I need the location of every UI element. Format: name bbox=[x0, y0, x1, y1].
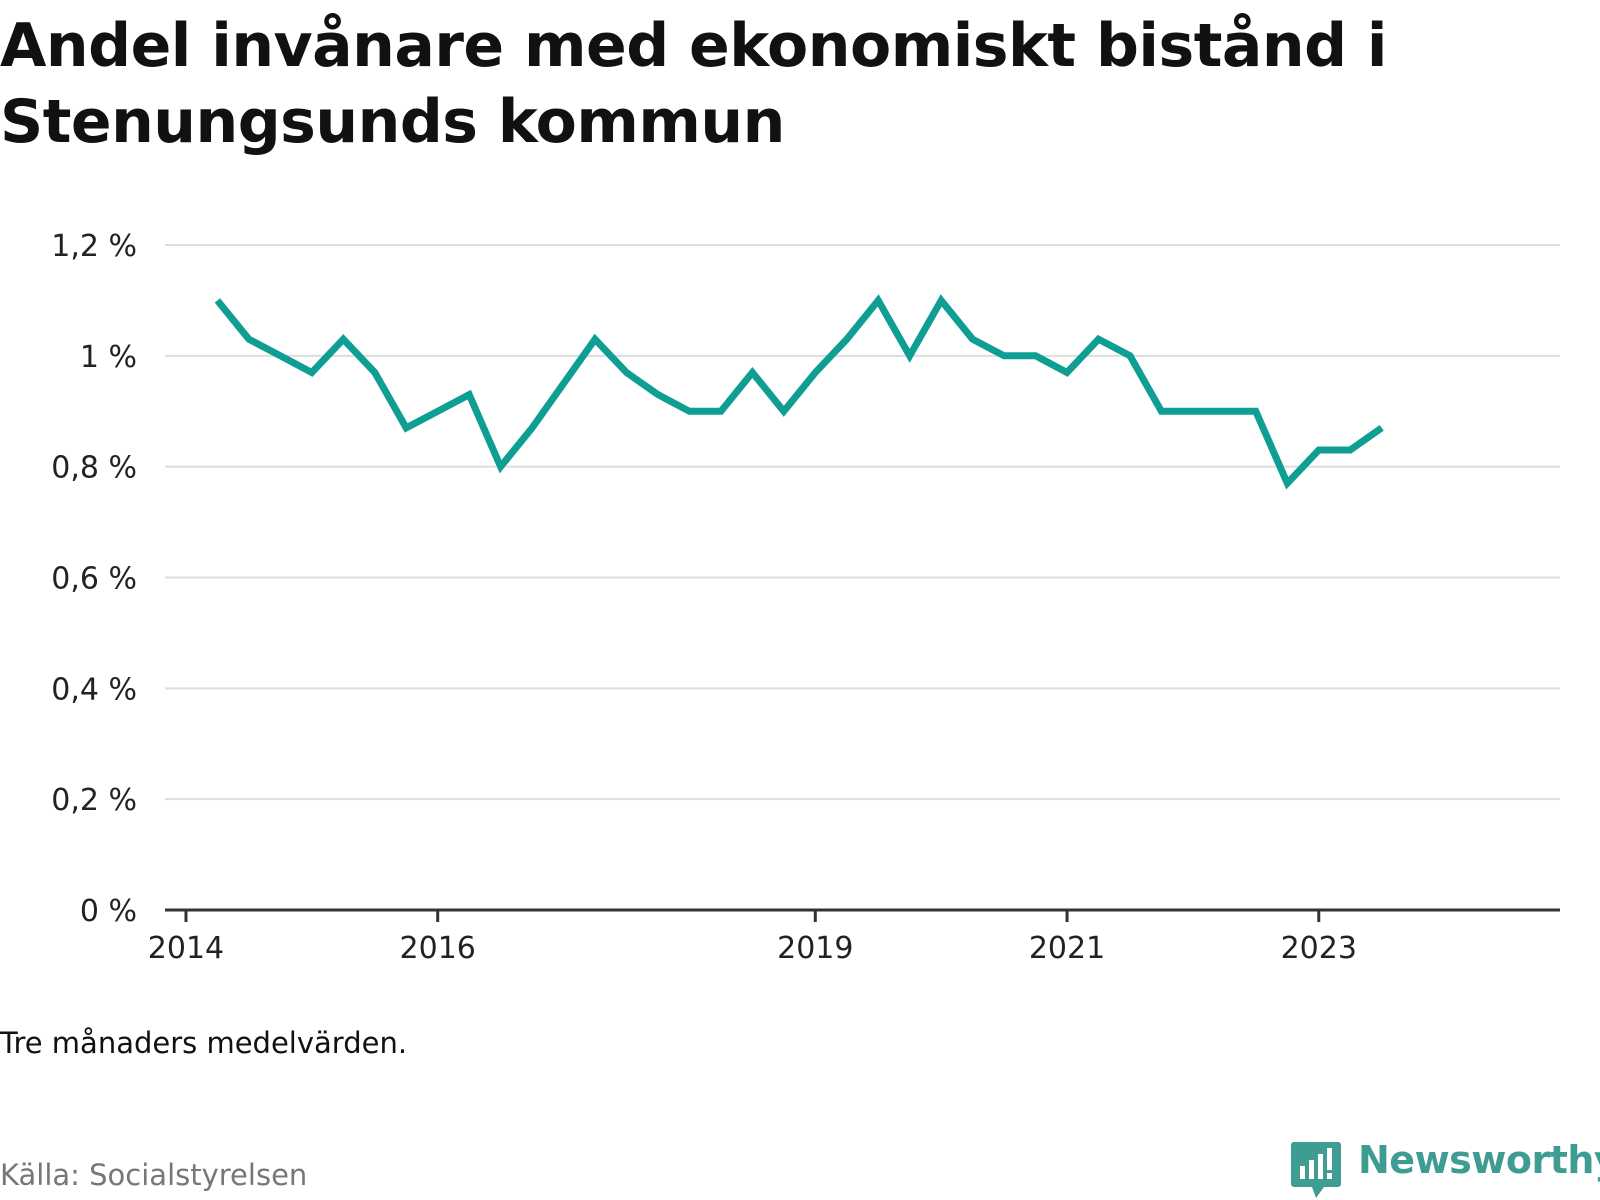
bar-chart-speech-bubble-icon bbox=[1291, 1142, 1341, 1198]
series-line bbox=[214, 294, 1384, 490]
y-tick-label: 1,2 % bbox=[51, 229, 137, 264]
x-axis: 2014 2016 2019 2021 2023 bbox=[148, 908, 1560, 966]
y-axis-labels: 0 % 0,2 % 0,4 % 0,6 % 0,8 % 1 % 1,2 % bbox=[51, 229, 137, 929]
x-tick-label: 2016 bbox=[400, 931, 476, 966]
series-line-layer bbox=[214, 294, 1384, 490]
y-tick-label: 1 % bbox=[80, 340, 137, 375]
x-tick-label: 2021 bbox=[1029, 931, 1105, 966]
chart-note: Tre månaders medelvärden. bbox=[0, 1026, 408, 1060]
brand-name: Newsworthy bbox=[1358, 1138, 1600, 1182]
y-tick-label: 0,8 % bbox=[51, 451, 137, 486]
y-tick-label: 0,2 % bbox=[51, 783, 137, 818]
source-text: Källa: Socialstyrelsen bbox=[0, 1158, 308, 1192]
y-tick-label: 0,6 % bbox=[51, 562, 137, 597]
x-tick-label: 2014 bbox=[148, 931, 224, 966]
y-tick-label: 0,4 % bbox=[51, 672, 137, 707]
grid-lines bbox=[165, 244, 1560, 801]
y-tick-label: 0 % bbox=[80, 894, 137, 929]
line-chart: 0 % 0,2 % 0,4 % 0,6 % 0,8 % 1 % 1,2 % 2014 2016… bbox=[51, 229, 1560, 966]
x-tick-label: 2023 bbox=[1281, 931, 1357, 966]
chart-title: Andel invånare med ekonomiskt bistånd i … bbox=[0, 11, 1387, 157]
newsworthy-logo: Newsworthy bbox=[1290, 1136, 1600, 1200]
x-tick-label: 2019 bbox=[777, 931, 853, 966]
